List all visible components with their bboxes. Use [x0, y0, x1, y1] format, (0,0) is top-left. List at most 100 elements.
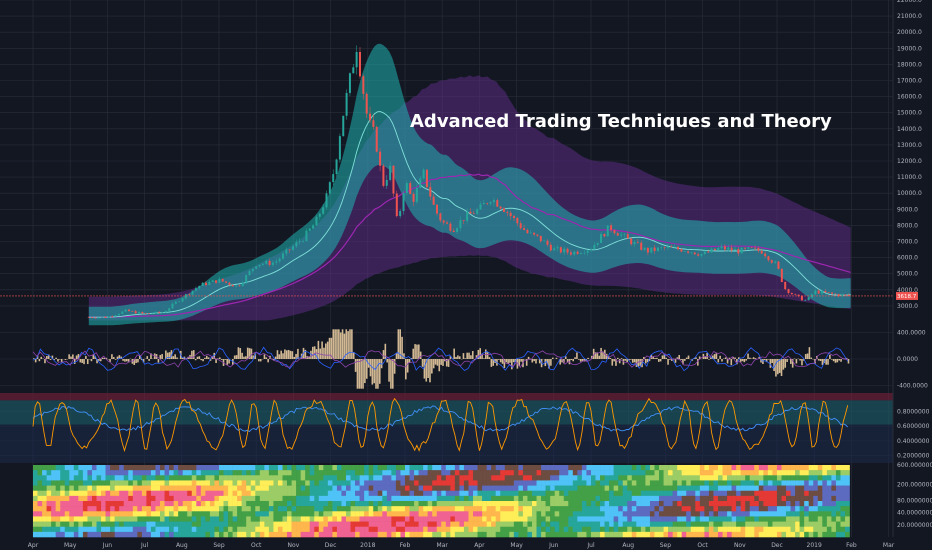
heatmap-cell	[51, 501, 56, 507]
heatmap-cell	[600, 526, 605, 533]
heatmap-cell	[622, 501, 628, 507]
heatmap-cell	[323, 501, 329, 507]
heatmap-cell	[355, 516, 360, 522]
heatmap-cell	[318, 511, 324, 517]
heatmap-cell	[708, 480, 714, 486]
heatmap-cell	[42, 501, 47, 507]
osc-bar	[680, 359, 682, 360]
heatmap-cell	[346, 490, 351, 497]
heatmap-cell	[205, 490, 211, 497]
heatmap-cell	[114, 516, 120, 522]
heatmap-cell	[404, 516, 410, 522]
heatmap-cell	[713, 501, 719, 507]
heatmap-cell	[323, 485, 329, 492]
heatmap-cell	[554, 516, 560, 522]
heatmap-cell	[772, 470, 778, 476]
heatmap-cell	[128, 470, 134, 476]
heatmap-cell	[246, 526, 252, 533]
heatmap-cell	[60, 475, 66, 481]
heatmap-cell	[690, 465, 696, 471]
heatmap-cell	[509, 465, 515, 471]
heatmap-cell	[327, 495, 333, 502]
candle-body	[369, 113, 372, 121]
heatmap-cell	[346, 475, 351, 481]
price-y-tick: 18000.0	[897, 61, 922, 68]
heatmap-cell	[654, 485, 660, 492]
heatmap-cell	[463, 521, 469, 528]
heatmap-cell	[586, 480, 592, 486]
heatmap-cell	[336, 490, 342, 497]
heatmap-cell	[504, 495, 510, 502]
candle-body	[613, 230, 616, 234]
heatmap-cell	[654, 511, 660, 517]
heatmap-cell	[504, 531, 510, 538]
candle-body	[630, 238, 633, 245]
osc-bar	[669, 359, 671, 360]
heatmap-cell	[772, 526, 778, 533]
rsi-overbought-zone	[0, 393, 893, 401]
candle-body	[318, 213, 321, 217]
osc-bar	[643, 356, 645, 359]
price-y-tick: 22000.0	[897, 0, 922, 4]
heatmap-cell	[150, 516, 156, 522]
heatmap-cell	[604, 495, 610, 502]
heatmap-cell	[209, 485, 215, 492]
heatmap-cell	[600, 490, 605, 497]
heatmap-cell	[69, 506, 75, 512]
osc-bar	[68, 354, 70, 359]
heatmap-cell	[817, 516, 823, 522]
heatmap-cell	[609, 470, 614, 476]
heatmap-cell	[96, 511, 102, 517]
heatmap-cell	[341, 495, 347, 502]
heatmap-cell	[37, 495, 43, 502]
heatmap-cell	[155, 511, 161, 517]
heatmap-cell	[436, 516, 442, 522]
osc-bar	[49, 359, 52, 361]
heatmap-cell	[155, 480, 161, 486]
heatmap-cell	[491, 501, 497, 507]
osc-bar	[373, 359, 375, 384]
heatmap-cell	[595, 495, 601, 502]
heatmap-cell	[572, 480, 578, 486]
heatmap-cell	[509, 485, 515, 492]
heatmap-cell	[155, 495, 161, 502]
heatmap-cell	[395, 521, 401, 528]
heatmap-cell	[359, 480, 365, 486]
heatmap-cell	[772, 485, 778, 492]
heatmap-cell	[631, 531, 637, 538]
heatmap-cell	[91, 465, 97, 471]
heatmap-cell	[246, 470, 252, 476]
heatmap-cell	[713, 521, 719, 528]
candle-body	[295, 242, 298, 247]
heatmap-cell	[436, 495, 442, 502]
candle-body	[158, 311, 161, 313]
heatmap-cell	[187, 485, 193, 492]
heatmap-cell	[808, 465, 814, 471]
heatmap-cell	[595, 465, 601, 471]
heatmap-cell	[377, 511, 383, 517]
heatmap-cell	[563, 526, 569, 533]
heatmap-cell	[291, 531, 297, 538]
heatmap-cell	[545, 480, 551, 486]
heatmap-cell	[33, 495, 38, 502]
heatmap-cell	[441, 480, 447, 486]
osc-bar	[724, 357, 727, 359]
heatmap-cell	[404, 475, 410, 481]
heatmap-cell	[722, 480, 728, 486]
heatmap-cell	[296, 506, 301, 512]
heatmap-cell	[273, 480, 279, 486]
osc-bar	[462, 353, 465, 359]
heatmap-cell	[550, 465, 555, 471]
heatmap-cell	[300, 490, 306, 497]
candle-body	[315, 216, 318, 226]
osc-bar	[98, 359, 100, 361]
heatmap-cell	[568, 465, 574, 471]
heatmap-cell	[681, 511, 687, 517]
heatmap-cell	[169, 475, 174, 481]
heatmap-cell	[218, 495, 224, 502]
osc-bar	[509, 359, 511, 363]
x-tick-label: Aug	[176, 542, 188, 549]
heatmap-cell	[350, 531, 356, 538]
heatmap-cell	[477, 480, 483, 486]
heatmap-cell	[786, 485, 791, 492]
